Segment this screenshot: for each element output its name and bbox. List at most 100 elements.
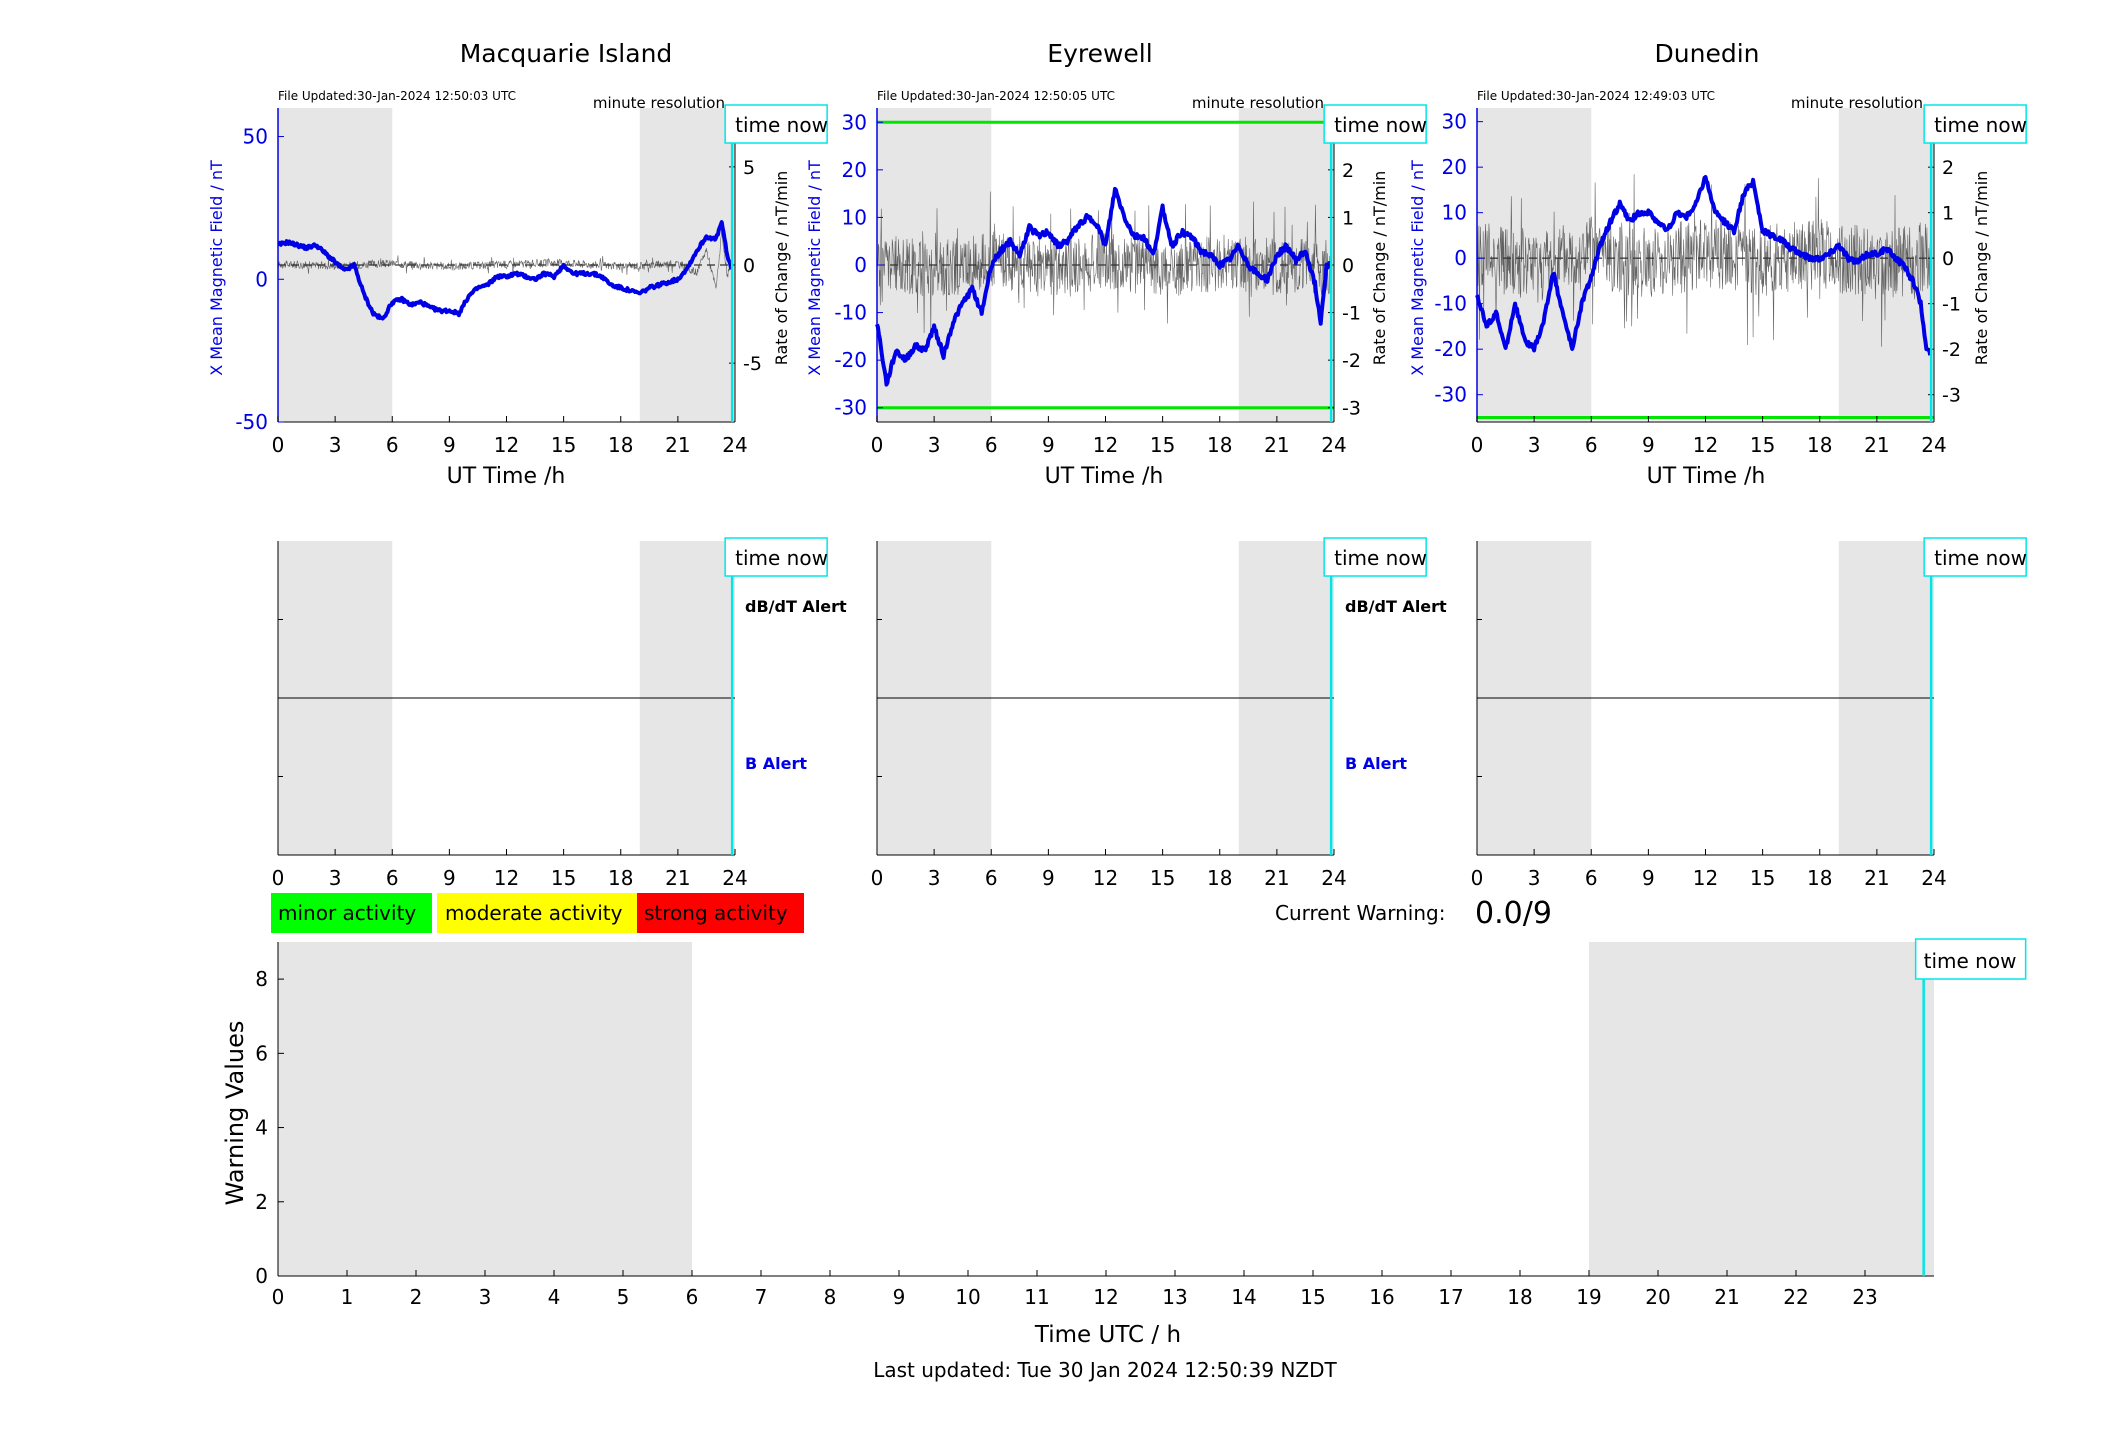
y-right-tick-label: 0 [743,255,755,277]
activity-legend: minor activity moderate activity strong … [271,893,804,933]
x-tick-label: 21 [1864,433,1889,457]
x-tick-label: 3 [1528,433,1541,457]
x-tick-label: 0 [272,433,285,457]
x-tick-label: 16 [1369,1285,1394,1309]
x-tick-label: 12 [1093,1285,1118,1309]
x-tick-label: 6 [1585,866,1598,890]
time-now-box-top-2 [1923,104,2027,144]
time-now-box-top-1 [1323,104,1427,144]
ylabel-right-dunedin: Rate of Change / nT/min [1972,171,1991,366]
x-tick-label: 15 [1750,433,1775,457]
x-tick-label: 5 [617,1285,630,1309]
x-tick-label: 9 [1642,866,1655,890]
y-right-tick-label: -3 [1342,398,1361,420]
x-tick-label: 10 [955,1285,980,1309]
time-now-box-alert-2 [1923,537,2027,577]
magnetic-field-series [875,186,1332,387]
legend-minor-swatch [271,893,432,933]
warning-values-plot: 0 1 2 3 4 5 6 7 8 9 10 11 12 13 14 15 16 17 18 19 20 21 22 2302… [255,938,2027,1309]
field-plot-eyrewell: 03691215182124-30-20-100102030-3-2-10123… [834,104,1427,457]
y-tick-label: -10 [1434,292,1467,316]
ylabel-right-eyrewell: Rate of Change / nT/min [1370,171,1389,366]
x-tick-label: 12 [494,866,519,890]
time-now-label-alert-2: time now [1934,546,2027,570]
x-tick-label: 0 [272,1285,285,1309]
y-right-tick-label: 1 [1942,203,1954,225]
x-tick-label: 24 [1321,433,1346,457]
x-tick-label: 20 [1645,1285,1670,1309]
x-tick-label: 15 [1150,433,1175,457]
ylabel-left-dunedin: X Mean Magnetic Field / nT [1408,160,1427,376]
alert-plot-macquarie: 0 3 6 9 12 15 18 21 24 time now [272,537,828,890]
x-tick-label: 24 [1921,433,1946,457]
x-tick-label: 2 [410,1285,423,1309]
y-right-tick-label: -1 [1942,294,1961,316]
warning-xlabel: Time UTC / h [1034,1322,1181,1348]
y-tick-label: 0 [854,253,867,277]
x-tick-label: 21 [1864,866,1889,890]
xlabel-eyrewell: UT Time /h [1045,464,1164,489]
x-tick-label: 18 [1507,1285,1532,1309]
time-now-label-alert-1: time now [1334,546,1427,570]
x-tick-label: 6 [1585,433,1598,457]
y-right-tick-label: -3 [1942,385,1961,407]
legend-strong-label: strong activity [644,901,788,925]
y-right-tick-label: 1 [1342,207,1354,229]
x-tick-label: 15 [1300,1285,1325,1309]
dbdt-alert-eyrewell: dB/dT Alert [1345,597,1447,616]
legend-moderate-swatch [437,893,637,933]
x-tick-label: 0 [1471,433,1484,457]
x-tick-label: 18 [608,866,633,890]
x-tick-label: 15 [1750,866,1775,890]
y-tick-label: 10 [1442,201,1467,225]
y-tick-label: 50 [243,125,268,149]
x-tick-label: 12 [1693,433,1718,457]
x-tick-label: 0 [871,866,884,890]
y-right-tick-label: 2 [1342,160,1354,182]
x-tick-label: 22 [1783,1285,1808,1309]
time-now-label-top-0: time now [735,113,828,137]
night-band [278,942,692,1276]
x-tick-label: 3 [329,433,342,457]
x-tick-label: 3 [928,433,941,457]
time-now-box-alert-0 [724,537,828,577]
x-tick-label: 6 [985,866,998,890]
y-tick-label: -20 [1434,337,1467,361]
x-tick-label: 0 [272,866,285,890]
x-tick-label: 21 [1714,1285,1739,1309]
x-tick-label: 24 [722,433,747,457]
x-tick-label: 14 [1231,1285,1256,1309]
x-tick-label: 3 [1528,866,1541,890]
x-tick-label: 12 [1693,866,1718,890]
y-tick-label: -50 [235,410,268,434]
x-tick-label: 11 [1024,1285,1049,1309]
y-tick-label: 30 [1442,110,1467,134]
file-updated-dunedin: File Updated:30-Jan-2024 12:49:03 UTC [1477,89,1715,103]
current-warning-value: 0.0/9 [1475,896,1552,931]
resolution-dunedin: minute resolution [1791,94,1923,112]
y-right-tick-label: 2 [1942,157,1954,179]
y-tick-label: 4 [255,1116,268,1140]
file-updated-eyrewell: File Updated:30-Jan-2024 12:50:05 UTC [877,89,1115,103]
y-right-tick-label: 5 [743,157,755,179]
x-tick-label: 6 [386,433,399,457]
y-right-tick-label: -2 [1942,339,1961,361]
time-now-label-top-2: time now [1934,113,2027,137]
x-tick-label: 23 [1852,1285,1877,1309]
file-updated-macquarie: File Updated:30-Jan-2024 12:50:03 UTC [278,89,516,103]
x-tick-label: 12 [1093,866,1118,890]
night-band [1477,108,1592,422]
y-tick-label: -10 [834,301,867,325]
x-tick-label: 24 [1921,866,1946,890]
x-tick-label: 15 [1150,866,1175,890]
time-now-box-alert-1 [1323,537,1427,577]
rate-of-change-series [1476,174,1932,347]
y-right-tick-label: 0 [1942,248,1954,270]
station-title-macquarie: Macquarie Island [460,39,673,68]
y-right-tick-label: 0 [1342,255,1354,277]
x-tick-label: 8 [824,1285,837,1309]
x-tick-label: 9 [893,1285,906,1309]
y-tick-label: -20 [834,348,867,372]
night-band [1589,942,1934,1276]
